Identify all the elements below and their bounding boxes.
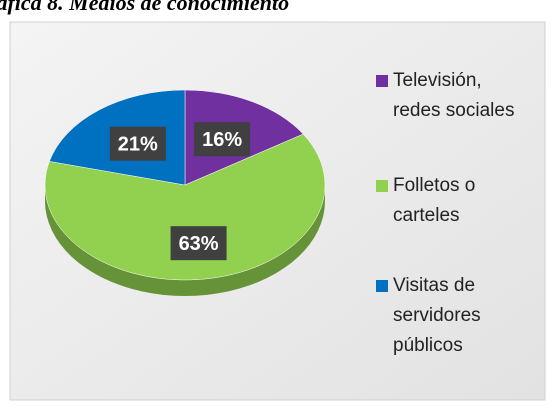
legend-label: Folletos o carteles [393,175,476,226]
legend-label: Visitas de servidores públicos [393,275,481,356]
slice [44,133,326,281]
data-label-box [194,122,251,157]
data-label: 16% [202,129,242,151]
data-label-box [109,126,166,161]
legend-label: Televisión, redes sociales [393,70,515,121]
legend-item: Visitas de servidores públicos [376,271,526,361]
data-label: 63% [179,233,219,255]
legend-swatch [376,180,388,192]
legend-item: Televisión, redes sociales [376,66,526,126]
legend-swatch [376,280,388,292]
legend-swatch [376,75,388,87]
data-label-box [170,226,227,261]
slice-side [45,185,325,296]
legend-item: Folletos o carteles [376,171,526,231]
data-label: 21% [118,134,158,156]
chart-title: Gráfica 8. Medios de conocimiento [0,0,289,15]
